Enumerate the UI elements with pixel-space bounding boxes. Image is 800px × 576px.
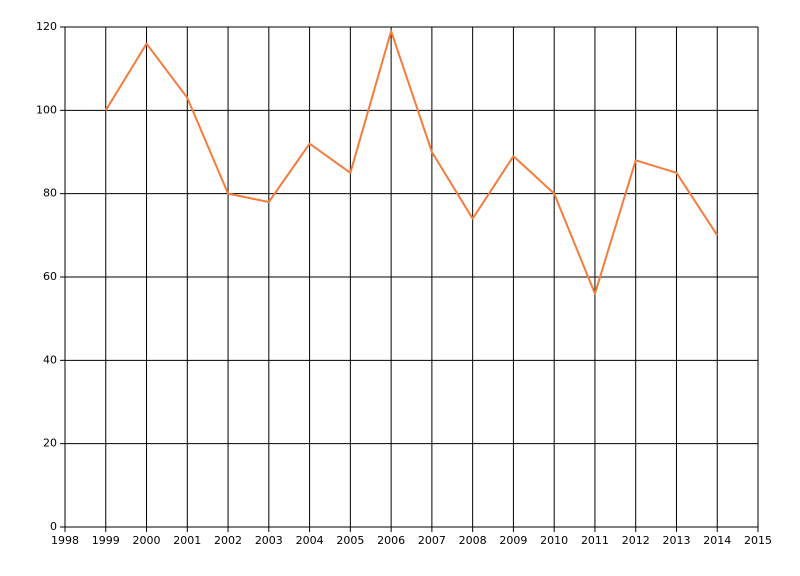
x-tick-label: 2000 bbox=[133, 534, 161, 547]
y-tick-label: 0 bbox=[50, 520, 57, 533]
x-tick-label: 2007 bbox=[418, 534, 446, 547]
y-tick-label: 80 bbox=[43, 187, 57, 200]
y-tick-label: 120 bbox=[36, 20, 57, 33]
x-tick-label: 2006 bbox=[377, 534, 405, 547]
x-tick-label: 2004 bbox=[296, 534, 324, 547]
x-tick-label: 2010 bbox=[540, 534, 568, 547]
x-tick-label: 1998 bbox=[51, 534, 79, 547]
x-tick-label: 2001 bbox=[173, 534, 201, 547]
x-tick-label: 2005 bbox=[336, 534, 364, 547]
x-tick-label: 2009 bbox=[499, 534, 527, 547]
x-tick-label: 2002 bbox=[214, 534, 242, 547]
x-tick-label: 1999 bbox=[92, 534, 120, 547]
x-tick-label: 2014 bbox=[703, 534, 731, 547]
y-tick-label: 40 bbox=[43, 353, 57, 366]
y-tick-label: 60 bbox=[43, 270, 57, 283]
x-tick-label: 2003 bbox=[255, 534, 283, 547]
x-tick-label: 2008 bbox=[459, 534, 487, 547]
y-tick-label: 20 bbox=[43, 437, 57, 450]
y-tick-label: 100 bbox=[36, 103, 57, 116]
x-tick-label: 2013 bbox=[662, 534, 690, 547]
x-tick-label: 2011 bbox=[581, 534, 609, 547]
data-line bbox=[104, 30, 719, 295]
x-tick-label: 2012 bbox=[622, 534, 650, 547]
x-tick-label: 2015 bbox=[744, 534, 772, 547]
